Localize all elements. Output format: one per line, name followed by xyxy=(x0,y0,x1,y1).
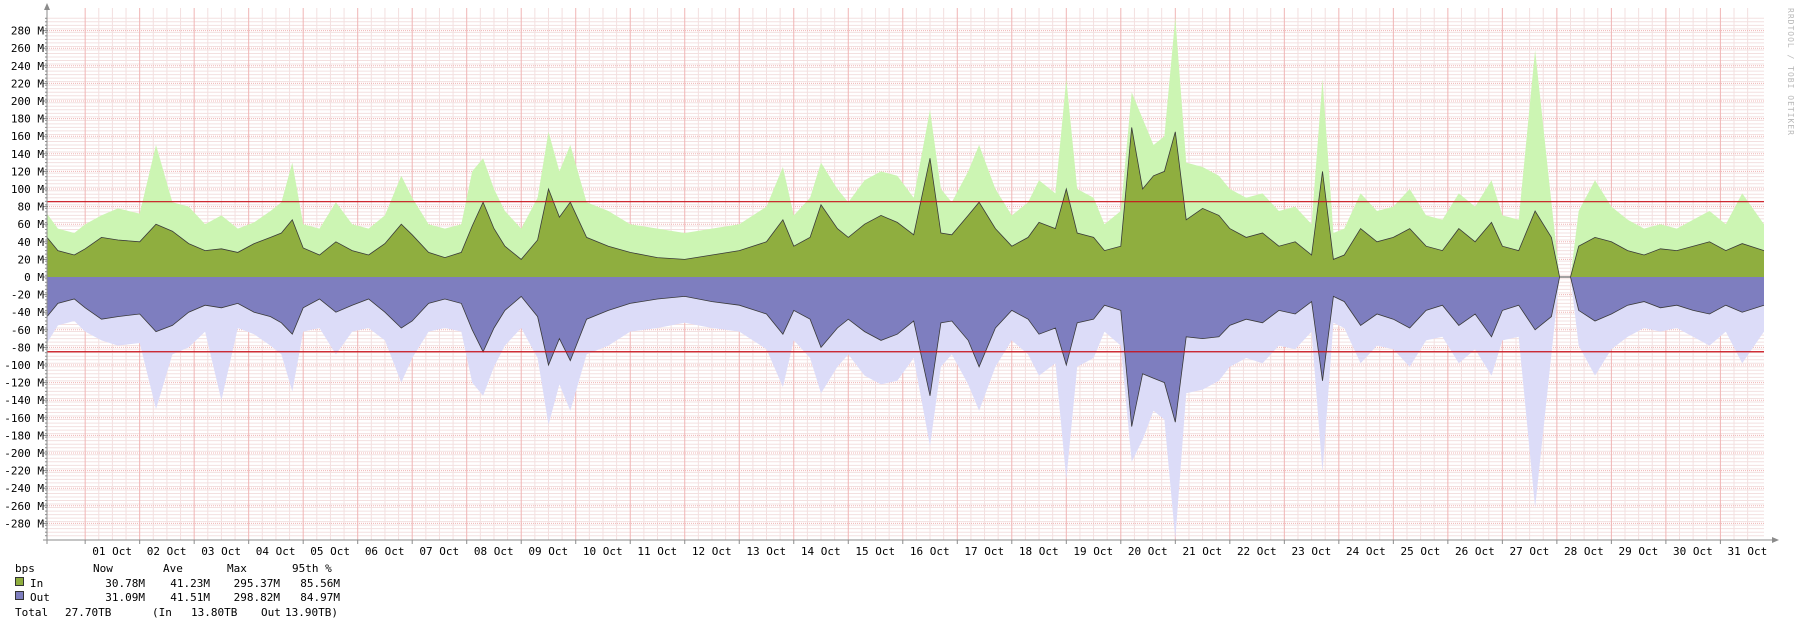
legend-now-in: 30.78M xyxy=(105,576,145,590)
y-tick-label: 0 M xyxy=(24,271,44,284)
x-tick-label: 27 Oct xyxy=(1509,545,1549,558)
legend-name-in: In xyxy=(30,576,44,590)
y-tick-label: 220 M xyxy=(11,77,44,90)
x-tick-label: 26 Oct xyxy=(1455,545,1495,558)
x-tick-label: 17 Oct xyxy=(964,545,1004,558)
y-tick-label: -20 M xyxy=(11,289,44,302)
y-tick-label: 160 M xyxy=(11,130,44,143)
x-tick-label: 28 Oct xyxy=(1564,545,1604,558)
legend-max-header: Max xyxy=(227,562,247,575)
y-tick-label: -40 M xyxy=(11,306,44,319)
y-tick-label: -140 M xyxy=(4,394,44,407)
x-tick-label: 24 Oct xyxy=(1346,545,1386,558)
x-tick-label: 23 Oct xyxy=(1291,545,1331,558)
y-tick-label: 20 M xyxy=(18,253,45,266)
x-tick-label: 04 Oct xyxy=(256,545,296,558)
y-tick-label: 260 M xyxy=(11,42,44,55)
line-avg-in xyxy=(46,127,1765,278)
y-axis-arrow xyxy=(44,3,50,10)
legend-name-out: Out xyxy=(30,591,50,604)
legend-swatch-in xyxy=(15,576,24,586)
total-value: 27.70TB xyxy=(65,605,112,619)
y-tick-label: 120 M xyxy=(11,165,44,178)
y-tick-label: 180 M xyxy=(11,113,44,126)
legend-unit: bps xyxy=(15,562,35,575)
x-tick-label: 07 Oct xyxy=(419,545,459,558)
x-tick-label: 06 Oct xyxy=(365,545,405,558)
percentile-lines xyxy=(47,201,1764,353)
legend-p95-header: 95th % xyxy=(292,562,332,575)
y-tick-label: -200 M xyxy=(4,447,44,460)
y-tick-label: 240 M xyxy=(11,60,44,73)
y-tick-label: -100 M xyxy=(4,359,44,372)
y-tick-label: -160 M xyxy=(4,412,44,425)
axes xyxy=(43,3,1779,544)
x-tick-label: 18 Oct xyxy=(1019,545,1059,558)
y-tick-label: -240 M xyxy=(4,482,44,495)
y-axis-labels: 280 M 260 M 240 M 220 M 200 M 180 M 160 M 140 M… xyxy=(4,25,44,531)
legend-p95-out: 84.97M xyxy=(300,591,340,604)
line-avg-out xyxy=(46,276,1765,427)
watermark: RRDTOOL / TOBI OETIKER xyxy=(1786,8,1795,136)
area-avg-in xyxy=(47,127,1764,278)
y-tick-label: 40 M xyxy=(18,236,45,249)
x-tick-label: 31 Oct xyxy=(1728,545,1768,558)
total-out-value: 13.90TB) xyxy=(285,605,338,619)
x-tick-label: 13 Oct xyxy=(746,545,786,558)
x-tick-label: 16 Oct xyxy=(910,545,950,558)
y-tick-label: -120 M xyxy=(4,377,44,390)
x-axis-arrow xyxy=(1772,537,1779,543)
legend-ave-in: 41.23M xyxy=(170,576,210,590)
x-tick-label: 10 Oct xyxy=(583,545,623,558)
y-tick-label: 80 M xyxy=(18,201,45,214)
area-avg-out xyxy=(47,277,1764,427)
y-tick-label: -220 M xyxy=(4,465,44,478)
total-label: Total xyxy=(15,605,49,619)
legend-swatch-out xyxy=(15,591,24,600)
legend-now-out: 31.09M xyxy=(105,591,145,604)
y-tick-label: 100 M xyxy=(11,183,44,196)
x-tick-label: 14 Oct xyxy=(801,545,841,558)
x-tick-label: 08 Oct xyxy=(474,545,514,558)
x-tick-label: 02 Oct xyxy=(147,545,187,558)
total-in-label: (In xyxy=(152,605,172,619)
legend-now-header: Now xyxy=(93,562,113,575)
x-tick-label: 22 Oct xyxy=(1237,545,1277,558)
x-tick-label: 11 Oct xyxy=(637,545,677,558)
total-out-label: Out xyxy=(261,605,281,619)
y-tick-label: 280 M xyxy=(11,25,44,38)
y-tick-label: -80 M xyxy=(11,341,44,354)
x-tick-label: 30 Oct xyxy=(1673,545,1713,558)
area-max-out xyxy=(47,277,1764,540)
x-tick-label: 03 Oct xyxy=(201,545,241,558)
y-tick-label: 140 M xyxy=(11,148,44,161)
area-max-in xyxy=(47,17,1764,278)
x-tick-label: 25 Oct xyxy=(1400,545,1440,558)
data-areas xyxy=(46,17,1765,540)
x-tick-label: 09 Oct xyxy=(528,545,568,558)
y-tick-label: 200 M xyxy=(11,95,44,108)
x-axis-labels: 01 Oct 02 Oct 03 Oct 04 Oct 05 Oct 06 Oct 07 O… xyxy=(92,545,1767,558)
y-tick-label: -260 M xyxy=(4,500,44,513)
x-tick-label: 01 Oct xyxy=(92,545,132,558)
x-tick-label: 12 Oct xyxy=(692,545,732,558)
legend-ave-header: Ave xyxy=(163,562,183,575)
y-tick-label: -280 M xyxy=(4,517,44,530)
x-tick-label: 15 Oct xyxy=(855,545,895,558)
legend-max-in: 295.37M xyxy=(233,576,280,590)
legend-max-out: 298.82M xyxy=(233,591,280,604)
x-tick-label: 05 Oct xyxy=(310,545,350,558)
legend-p95-in: 85.56M xyxy=(300,576,340,590)
y-tick-label: -60 M xyxy=(11,324,44,337)
x-tick-label: 21 Oct xyxy=(1182,545,1222,558)
y-tick-label: 60 M xyxy=(18,218,45,231)
x-tick-label: 29 Oct xyxy=(1619,545,1659,558)
legend-ave-out: 41.51M xyxy=(170,591,210,604)
total-in-value: 13.80TB xyxy=(191,605,238,619)
x-tick-label: 20 Oct xyxy=(1128,545,1168,558)
y-tick-label: -180 M xyxy=(4,429,44,442)
x-tick-label: 19 Oct xyxy=(1073,545,1113,558)
